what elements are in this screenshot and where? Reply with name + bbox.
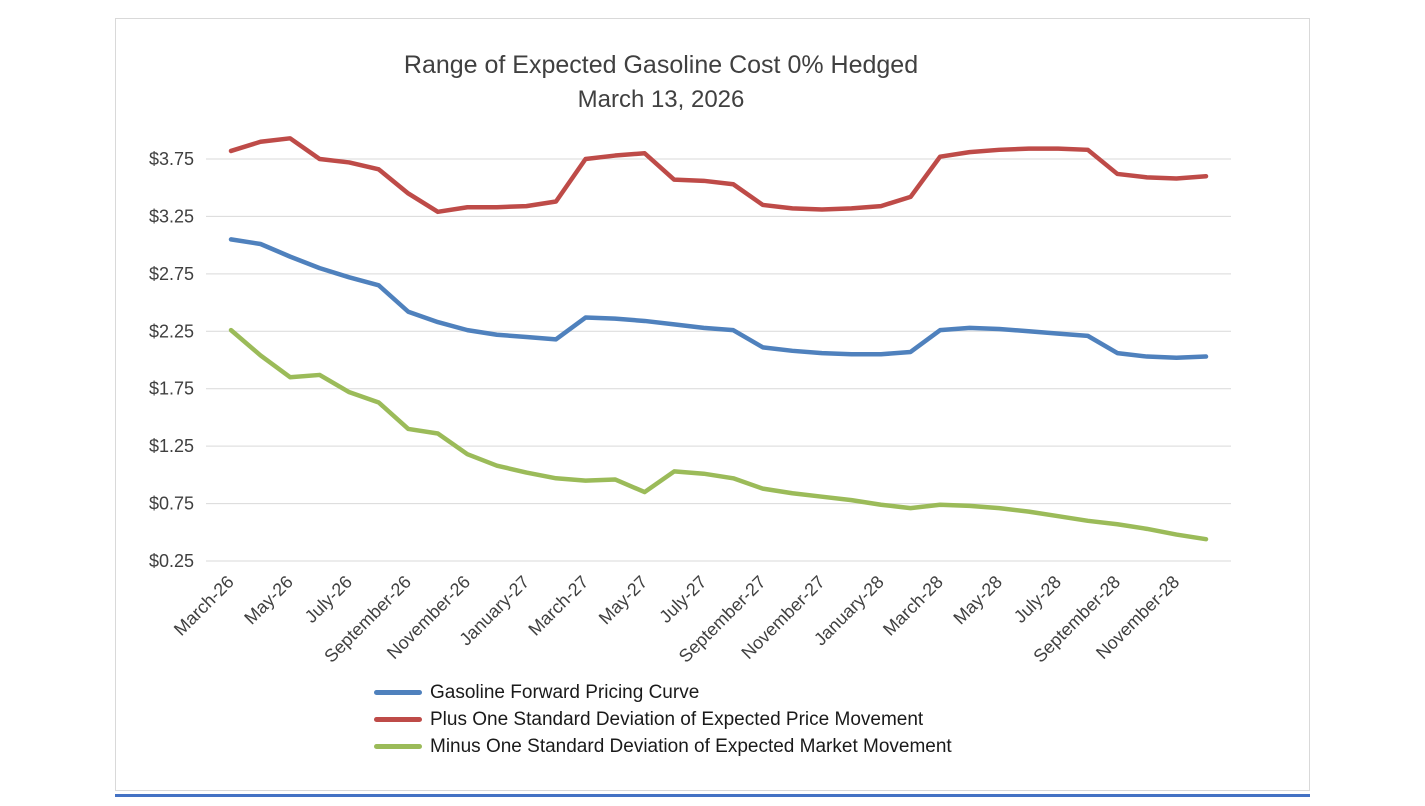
legend-swatch xyxy=(374,690,422,695)
svg-text:$3.75: $3.75 xyxy=(149,149,194,169)
page-bottom-rule xyxy=(115,794,1310,797)
svg-text:March-27: March-27 xyxy=(524,572,592,640)
legend-label: Plus One Standard Deviation of Expected … xyxy=(430,708,924,730)
svg-text:May-28: May-28 xyxy=(949,572,1006,629)
chart-title-block: Range of Expected Gasoline Cost 0% Hedge… xyxy=(116,47,1206,117)
svg-text:$2.25: $2.25 xyxy=(149,321,194,341)
svg-text:March-28: March-28 xyxy=(879,572,947,640)
legend-swatch xyxy=(374,717,422,722)
svg-text:$2.75: $2.75 xyxy=(149,264,194,284)
svg-text:March-26: March-26 xyxy=(170,572,238,640)
chart-title: Range of Expected Gasoline Cost 0% Hedge… xyxy=(403,51,919,79)
chart-subtitle: March 13, 2026 xyxy=(577,86,745,113)
legend-swatch xyxy=(374,744,422,749)
svg-text:$0.75: $0.75 xyxy=(149,494,194,514)
svg-text:$3.25: $3.25 xyxy=(149,206,194,226)
svg-text:July-27: July-27 xyxy=(655,572,710,627)
svg-text:May-26: May-26 xyxy=(240,572,297,629)
legend-item: Minus One Standard Deviation of Expected… xyxy=(374,735,952,758)
legend-label: Minus One Standard Deviation of Expected… xyxy=(430,735,952,757)
legend-label: Gasoline Forward Pricing Curve xyxy=(430,681,700,703)
svg-text:May-27: May-27 xyxy=(595,572,652,629)
svg-text:$0.25: $0.25 xyxy=(149,551,194,571)
chart-legend: Gasoline Forward Pricing Curve Plus One … xyxy=(374,681,952,758)
svg-text:July-28: July-28 xyxy=(1010,572,1065,627)
chart-canvas: $0.25 $0.75 $1.25 $1.75 $2.25 $2.75 $3.25 $3.75… xyxy=(149,136,1231,666)
legend-item: Gasoline Forward Pricing Curve xyxy=(374,681,952,704)
svg-text:$1.75: $1.75 xyxy=(149,379,194,399)
svg-text:July-26: July-26 xyxy=(301,572,356,627)
svg-text:$1.25: $1.25 xyxy=(149,436,194,456)
legend-item: Plus One Standard Deviation of Expected … xyxy=(374,708,952,731)
chart-card: $0.25 $0.75 $1.25 $1.75 $2.25 $2.75 $3.25 $3.75… xyxy=(115,18,1310,791)
